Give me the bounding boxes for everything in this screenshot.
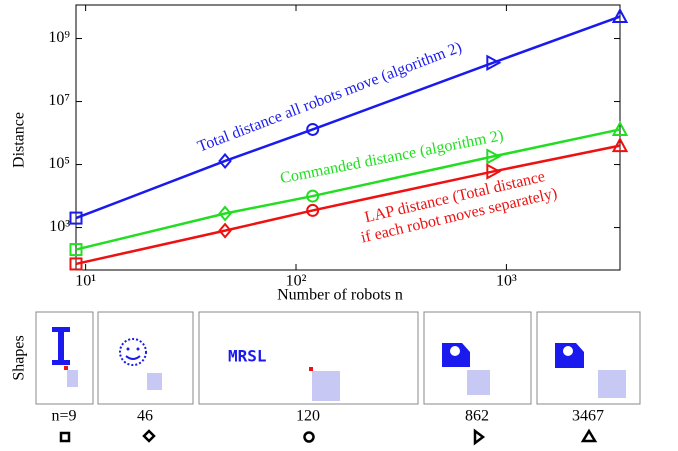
- shapes-title: Shapes: [11, 335, 28, 380]
- shape-images: MRSL: [52, 327, 626, 401]
- y-tick-label: 10⁹: [48, 29, 70, 46]
- shape-label: n=9: [51, 408, 76, 425]
- figure: Number of robots n Distance Shapes MRSL …: [0, 0, 678, 446]
- x-tick-label: 10²: [286, 273, 307, 290]
- x-tick-label: 10¹: [75, 273, 96, 290]
- y-tick-label: 10⁵: [48, 155, 70, 172]
- x-tick-label: 10³: [496, 273, 517, 290]
- shape-label: 3467: [572, 408, 604, 425]
- y-tick-label: 10³: [49, 218, 70, 235]
- shape-symbols: [61, 431, 595, 443]
- shape-label: 120: [296, 408, 320, 425]
- shape-label: 46: [137, 408, 153, 425]
- y-axis-label: Distance: [11, 112, 28, 168]
- shape-label: 862: [465, 408, 489, 425]
- shape-glyph: MRSL: [228, 347, 267, 366]
- y-tick-label: 10⁷: [48, 92, 70, 109]
- series-label: Total distance all robots move (algorith…: [195, 39, 464, 156]
